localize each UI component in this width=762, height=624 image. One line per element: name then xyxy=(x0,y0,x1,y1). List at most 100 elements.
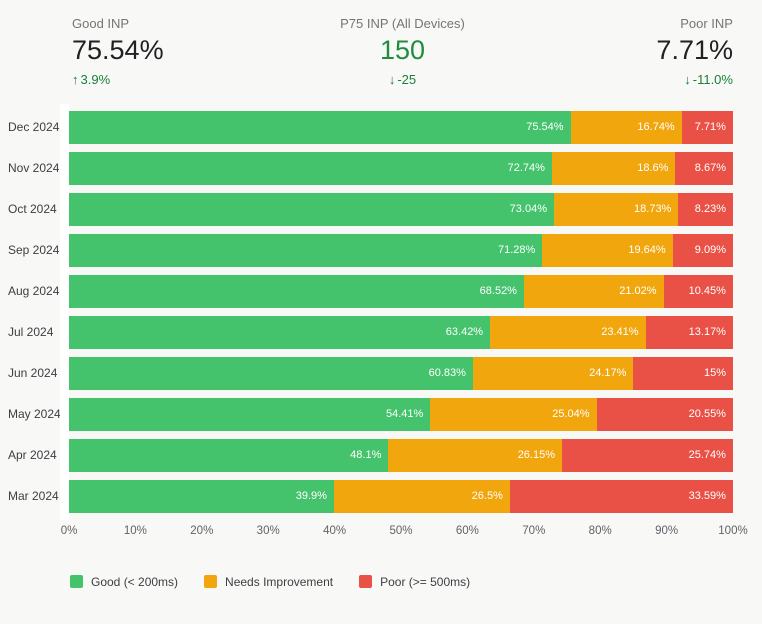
bar-segment-needs-improvement[interactable]: 25.04% xyxy=(430,397,597,431)
x-axis: 0% 10% 20% 30% 40% 50% 60% 70% 80% 90% 100% xyxy=(61,523,748,543)
stacked-bar: 60.83% 24.17% 15% xyxy=(69,356,733,390)
stacked-bar: 75.54% 16.74% 7.71% xyxy=(69,110,733,144)
bar-value-label: 60.83% xyxy=(428,367,466,380)
bar-value-label: 33.59% xyxy=(688,490,726,503)
chart-legend: Good (< 200ms) Needs Improvement Poor (>= … xyxy=(70,575,762,589)
bar-value-label: 15% xyxy=(703,367,726,380)
bar-value-label: 23.41% xyxy=(601,326,639,339)
x-axis-tick-label: 60% xyxy=(455,524,479,537)
bar-segment-poor[interactable]: 15% xyxy=(633,356,733,390)
bar-value-label: 73.04% xyxy=(509,203,547,216)
stat-value: 75.54% xyxy=(72,35,164,65)
bar-segment-needs-improvement[interactable]: 18.6% xyxy=(551,151,676,185)
bar-segment-good[interactable]: 48.1% xyxy=(69,438,389,472)
bar-segment-poor[interactable]: 33.59% xyxy=(509,479,733,513)
bar-value-label: 19.64% xyxy=(628,244,666,257)
stacked-bar: 54.41% 25.04% 20.55% xyxy=(69,397,733,431)
bar-segment-needs-improvement[interactable]: 18.73% xyxy=(553,192,679,226)
bar-value-label: 71.28% xyxy=(497,244,536,257)
bar-segment-good[interactable]: 63.42% xyxy=(69,315,491,349)
stacked-bar: 68.52% 21.02% 10.45% xyxy=(69,274,733,308)
arrow-down-icon: ↓ xyxy=(684,71,691,87)
bar-segment-needs-improvement[interactable]: 16.74% xyxy=(570,110,682,144)
bar-segment-good[interactable]: 68.52% xyxy=(69,274,524,308)
bar-value-label: 8.67% xyxy=(694,162,726,175)
stat-label: Good INP xyxy=(72,16,130,31)
x-axis-tick-label: 30% xyxy=(256,524,280,537)
x-axis-tick-label: 50% xyxy=(389,524,413,537)
bar-segment-needs-improvement[interactable]: 19.64% xyxy=(542,233,673,267)
bar-value-label: 54.41% xyxy=(385,408,424,421)
y-axis-label: Sep 2024 xyxy=(8,243,60,258)
bar-segment-poor[interactable]: 8.67% xyxy=(675,151,733,185)
bar-segment-needs-improvement[interactable]: 23.41% xyxy=(490,315,646,349)
bar-segment-poor[interactable]: 8.23% xyxy=(678,192,733,226)
chart-row: Jun 2024 60.83% 24.17% 15% xyxy=(0,353,733,394)
y-axis-label: Dec 2024 xyxy=(8,120,60,135)
bar-value-label: 20.55% xyxy=(688,408,726,421)
bar-segment-good[interactable]: 73.04% xyxy=(69,192,554,226)
bar-value-label: 10.45% xyxy=(688,285,726,298)
stat-delta-value: -25 xyxy=(397,71,417,87)
bar-segment-poor[interactable]: 10.45% xyxy=(663,274,733,308)
x-axis-tick-label: 0% xyxy=(60,524,78,537)
legend-label: Poor (>= 500ms) xyxy=(380,574,471,589)
stacked-bar: 63.42% 23.41% 13.17% xyxy=(69,315,733,349)
chart-row: Jul 2024 63.42% 23.41% 13.17% xyxy=(0,312,733,353)
y-axis-strip xyxy=(60,103,69,520)
bar-value-label: 16.74% xyxy=(637,121,675,134)
chart-row: Apr 2024 48.1% 26.15% 25.74% xyxy=(0,435,733,476)
bar-value-label: 75.54% xyxy=(526,121,564,134)
bar-segment-good[interactable]: 60.83% xyxy=(69,356,473,390)
y-axis-label: May 2024 xyxy=(8,407,61,422)
bar-segment-needs-improvement[interactable]: 24.17% xyxy=(472,356,634,390)
bar-segment-poor[interactable]: 25.74% xyxy=(562,438,733,472)
chart-row: Dec 2024 75.54% 16.74% 7.71% xyxy=(0,107,733,148)
bar-segment-needs-improvement[interactable]: 26.5% xyxy=(333,479,510,513)
stat-delta-value: -11.0% xyxy=(692,71,733,87)
bar-value-label: 24.17% xyxy=(589,367,627,380)
stat-delta: ↓ -11.0% xyxy=(513,72,733,87)
x-axis-tick-label: 20% xyxy=(190,524,214,537)
bar-segment-poor[interactable]: 20.55% xyxy=(596,397,733,431)
bar-segment-good[interactable]: 75.54% xyxy=(69,110,571,144)
stat-value: 7.71% xyxy=(656,35,733,65)
bar-value-label: 26.5% xyxy=(471,490,503,503)
bar-segment-needs-improvement[interactable]: 21.02% xyxy=(523,274,664,308)
chart-row: Oct 2024 73.04% 18.73% 8.23% xyxy=(0,189,733,230)
stacked-bar: 72.74% 18.6% 8.67% xyxy=(69,151,733,185)
bar-value-label: 13.17% xyxy=(688,326,726,339)
bar-value-label: 25.04% xyxy=(552,408,590,421)
bar-value-label: 18.73% xyxy=(634,203,672,216)
legend-item-good[interactable]: Good (< 200ms) xyxy=(70,575,178,589)
bar-segment-good[interactable]: 39.9% xyxy=(69,479,334,513)
bar-segment-good[interactable]: 54.41% xyxy=(69,397,431,431)
y-axis-label: Jun 2024 xyxy=(8,366,58,381)
stacked-bar: 48.1% 26.15% 25.74% xyxy=(69,438,733,472)
x-axis-tick-label: 70% xyxy=(522,524,546,537)
bar-value-label: 26.15% xyxy=(517,449,555,462)
x-axis-tick-label: 100% xyxy=(718,524,748,537)
chart-row: Nov 2024 72.74% 18.6% 8.67% xyxy=(0,148,733,189)
bar-segment-poor[interactable]: 7.71% xyxy=(681,110,733,144)
bar-value-label: 48.1% xyxy=(350,449,382,462)
legend-item-needs-improvement[interactable]: Needs Improvement xyxy=(204,575,333,589)
bar-segment-poor[interactable]: 9.09% xyxy=(672,233,733,267)
bar-segment-needs-improvement[interactable]: 26.15% xyxy=(388,438,562,472)
bar-segment-good[interactable]: 71.28% xyxy=(69,233,543,267)
y-axis-label: Mar 2024 xyxy=(8,489,59,504)
stat-delta: ↑ 3.9% xyxy=(72,72,292,87)
stat-delta: ↓ -25 xyxy=(292,72,512,87)
legend-item-poor[interactable]: Poor (>= 500ms) xyxy=(359,575,470,589)
legend-swatch-icon xyxy=(204,575,218,589)
y-axis-label: Jul 2024 xyxy=(8,325,54,340)
y-axis-label: Nov 2024 xyxy=(8,161,60,176)
x-axis-tick-label: 80% xyxy=(588,524,612,537)
bar-segment-good[interactable]: 72.74% xyxy=(69,151,552,185)
stat-label: P75 INP (All Devices) xyxy=(340,16,465,31)
bar-segment-poor[interactable]: 13.17% xyxy=(645,315,733,349)
y-axis-label: Oct 2024 xyxy=(8,202,57,217)
x-axis-tick-label: 90% xyxy=(655,524,679,537)
stat-p75-inp: P75 INP (All Devices) 150 ↓ -25 xyxy=(292,16,512,87)
